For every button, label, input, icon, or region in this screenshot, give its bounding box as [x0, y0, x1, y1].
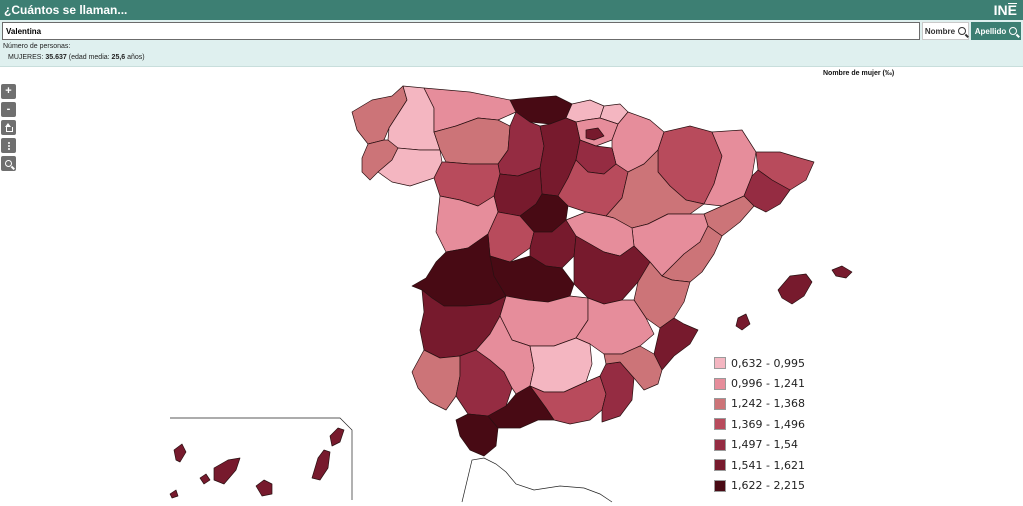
- legend-swatch-0: [714, 357, 726, 370]
- canary-islands-inset-frame: [170, 417, 353, 500]
- plus-icon: +: [5, 85, 12, 97]
- province-lanzarote[interactable]: [329, 427, 345, 447]
- vertical-dots-icon: [7, 141, 10, 150]
- province-mallorca[interactable]: [777, 273, 813, 305]
- magnifier-icon: [5, 160, 12, 167]
- province-murcia[interactable]: [603, 345, 663, 391]
- legend-label: 1,497 - 1,54: [731, 438, 798, 452]
- province-ibiza[interactable]: [735, 313, 751, 331]
- legend-swatch-3: [714, 418, 726, 431]
- legend-swatch-6: [714, 479, 726, 492]
- zoom-in-button[interactable]: +: [1, 84, 16, 99]
- province-madrid[interactable]: [529, 219, 577, 269]
- mean-age-suffix: años): [127, 54, 145, 61]
- province-toledo[interactable]: [489, 255, 575, 303]
- minus-icon: -: [6, 103, 11, 115]
- top-bar: ¿Cuántos se llaman... INE: [0, 0, 1023, 20]
- legend-label: 1,369 - 1,496: [731, 417, 805, 431]
- ine-logo[interactable]: INE: [993, 2, 1018, 18]
- province-burgos-enclave[interactable]: [585, 127, 605, 141]
- legend-item: 1,369 - 1,496: [714, 414, 805, 434]
- province-la-palma[interactable]: [173, 443, 187, 463]
- province-menorca[interactable]: [831, 265, 853, 279]
- legend-item: 1,242 - 1,368: [714, 394, 805, 414]
- legend-label: 1,622 - 2,215: [731, 479, 805, 493]
- home-extent-button[interactable]: [1, 120, 16, 135]
- legend-item: 1,541 - 1,621: [714, 455, 805, 475]
- search-by-surname-button[interactable]: Apellido: [971, 22, 1021, 40]
- legend-item: 0,996 - 1,241: [714, 373, 805, 393]
- search-icon: [958, 27, 967, 35]
- legend-swatch-5: [714, 459, 726, 472]
- province-malaga[interactable]: [487, 385, 555, 429]
- province-fuerteventura[interactable]: [311, 449, 331, 481]
- legend-label: 0,996 - 1,241: [731, 377, 805, 391]
- search-panel: Nombre Apellido Número de personas: MUJE…: [0, 20, 1023, 67]
- legend-item: 1,497 - 1,54: [714, 435, 805, 455]
- search-by-name-label: Nombre: [924, 26, 956, 36]
- north-africa-coastline: [461, 457, 613, 503]
- legend-swatch-2: [714, 397, 726, 410]
- map-search-button[interactable]: [1, 156, 16, 171]
- search-by-name-button[interactable]: Nombre: [922, 22, 969, 40]
- mean-age-value: 25,6: [111, 54, 126, 61]
- app-title: ¿Cuántos se llaman...: [4, 3, 128, 17]
- province-el-hierro[interactable]: [169, 489, 179, 499]
- people-count-label: Número de personas:: [3, 43, 71, 50]
- zoom-out-button[interactable]: -: [1, 102, 16, 117]
- legend-item: 0,632 - 0,995: [714, 353, 805, 373]
- home-icon: [4, 123, 13, 132]
- legend-swatch-1: [714, 377, 726, 390]
- search-by-surname-label: Apellido: [974, 26, 1007, 36]
- mean-age-prefix: (edad media:: [68, 54, 110, 61]
- gender-group-label: MUJERES:: [8, 54, 44, 61]
- people-count-value: 35.637: [45, 54, 67, 61]
- map-title: Nombre de mujer (‰): [823, 70, 895, 77]
- province-huelva[interactable]: [411, 349, 461, 411]
- people-count-summary: MUJERES: 35.637 (edad media: 25,6 años): [8, 54, 145, 61]
- search-icon: [1009, 27, 1018, 35]
- province-cadiz[interactable]: [455, 413, 499, 457]
- province-la-gomera[interactable]: [199, 473, 211, 485]
- more-options-button[interactable]: [1, 138, 16, 153]
- province-ourense[interactable]: [377, 147, 443, 187]
- map-legend: 0,632 - 0,995 0,996 - 1,241 1,242 - 1,36…: [714, 353, 805, 496]
- legend-item: 1,622 - 2,215: [714, 475, 805, 495]
- legend-swatch-4: [714, 438, 726, 451]
- legend-label: 1,242 - 1,368: [731, 397, 805, 411]
- province-tenerife[interactable]: [213, 457, 241, 485]
- legend-label: 0,632 - 0,995: [731, 356, 805, 370]
- province-gran-canaria[interactable]: [255, 479, 273, 497]
- legend-label: 1,541 - 1,621: [731, 458, 805, 472]
- name-search-input[interactable]: [2, 22, 920, 40]
